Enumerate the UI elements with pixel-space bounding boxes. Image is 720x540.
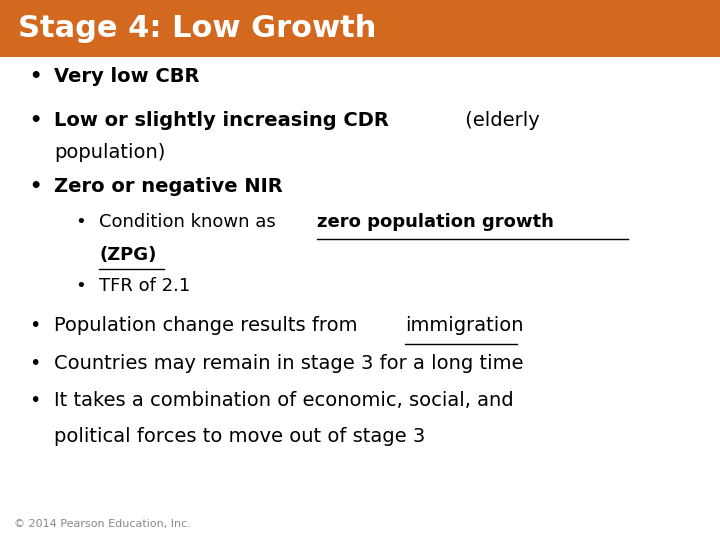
Text: Low or slightly increasing CDR: Low or slightly increasing CDR: [54, 111, 389, 130]
Text: •: •: [29, 111, 41, 130]
Text: immigration: immigration: [405, 316, 523, 335]
Text: (ZPG): (ZPG): [99, 246, 157, 264]
Text: Population change results from: Population change results from: [54, 316, 364, 335]
Text: population): population): [54, 143, 166, 162]
Text: •: •: [76, 277, 86, 295]
FancyBboxPatch shape: [0, 0, 720, 57]
Text: TFR of 2.1: TFR of 2.1: [99, 277, 191, 295]
Text: (elderly: (elderly: [459, 111, 540, 130]
Text: Condition known as: Condition known as: [99, 213, 282, 231]
Text: •: •: [29, 177, 41, 196]
Text: •: •: [29, 68, 41, 86]
Text: •: •: [76, 213, 86, 231]
Text: political forces to move out of stage 3: political forces to move out of stage 3: [54, 427, 426, 446]
Text: © 2014 Pearson Education, Inc.: © 2014 Pearson Education, Inc.: [14, 519, 192, 529]
Text: •: •: [29, 316, 40, 335]
Text: Very low CBR: Very low CBR: [54, 68, 199, 86]
Text: zero population growth: zero population growth: [317, 213, 554, 231]
Text: It takes a combination of economic, social, and: It takes a combination of economic, soci…: [54, 392, 513, 410]
Text: Countries may remain in stage 3 for a long time: Countries may remain in stage 3 for a lo…: [54, 354, 523, 373]
Text: Stage 4: Low Growth: Stage 4: Low Growth: [18, 14, 377, 43]
Text: •: •: [29, 354, 40, 373]
Text: •: •: [29, 392, 40, 410]
Text: Zero or negative NIR: Zero or negative NIR: [54, 177, 283, 196]
